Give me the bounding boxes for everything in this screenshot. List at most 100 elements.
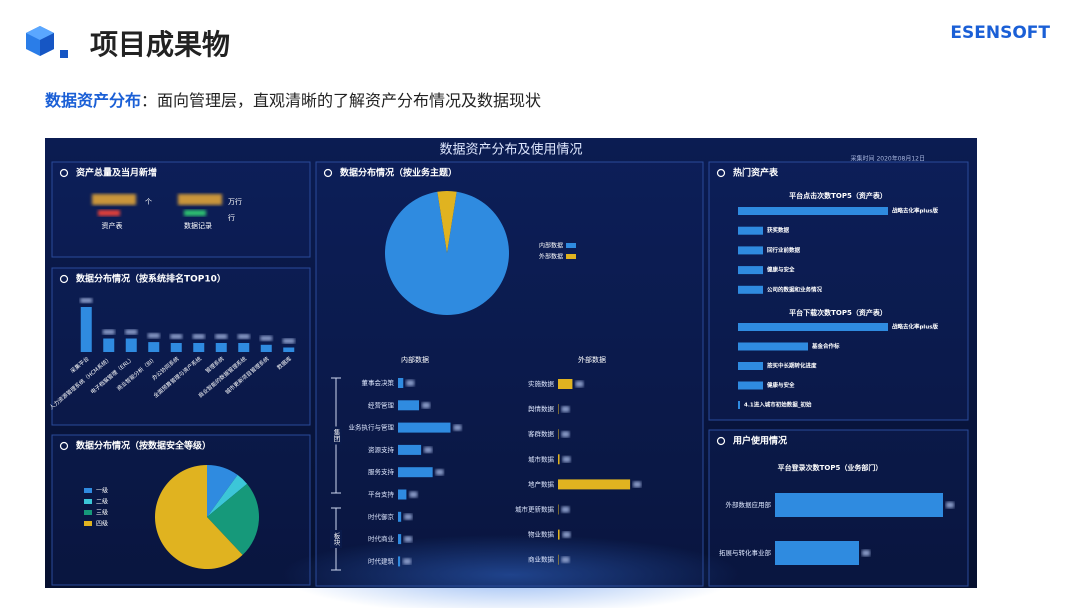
bar xyxy=(398,400,419,411)
legend-label: 三级 xyxy=(96,509,108,517)
section-title: 外部数据 xyxy=(578,355,606,364)
bar xyxy=(398,489,407,500)
blurred-value xyxy=(404,536,413,543)
blurred-value xyxy=(80,298,93,303)
chart-title: 平台点击次数TOP5（资产表） xyxy=(789,191,887,200)
blurred-value xyxy=(282,338,295,344)
bar xyxy=(738,226,763,235)
legend-swatch xyxy=(84,521,92,526)
bar xyxy=(103,338,115,352)
group-label-bg xyxy=(330,530,342,548)
category-label: 拓展与转化事业部 xyxy=(719,548,772,557)
category-label: 城市数据 xyxy=(528,454,555,463)
group-label-bg xyxy=(330,426,342,445)
bar xyxy=(283,347,295,352)
panel-icon xyxy=(59,274,69,284)
page-title: 项目成果物 xyxy=(90,28,230,61)
pie-slice xyxy=(207,465,238,517)
subtitle: 数据资产分布：面向管理层，直观清晰的了解资产分布情况及数据现状 xyxy=(45,91,541,110)
bar xyxy=(558,554,559,565)
blurred-value xyxy=(178,194,222,205)
pie-slice xyxy=(154,465,243,570)
total-label: 数据记录 xyxy=(184,221,212,230)
category-label: 资源支持 xyxy=(368,445,395,454)
blurred-value xyxy=(562,456,571,463)
blurred-value xyxy=(561,406,570,413)
blurred-delta xyxy=(184,210,206,216)
bar xyxy=(738,342,808,351)
blurred-value xyxy=(435,469,444,476)
blurred-value xyxy=(406,380,415,386)
blurred-value xyxy=(633,481,642,488)
category-label: 时代商业 xyxy=(368,534,395,543)
blurred-value xyxy=(92,194,136,205)
bar xyxy=(558,529,560,540)
panel-icon xyxy=(716,168,726,178)
category-label: 健康与安全 xyxy=(767,266,795,274)
bar xyxy=(398,556,401,567)
category-label: 地产数据 xyxy=(528,479,555,488)
blurred-value xyxy=(453,424,462,431)
category-label: 获奖数据 xyxy=(767,226,790,234)
bar xyxy=(558,404,559,415)
panel-title: 资产总量及当月新增 xyxy=(76,167,157,179)
bar xyxy=(398,467,433,478)
bar xyxy=(80,307,92,352)
pie-slice xyxy=(437,190,457,253)
category-label: 时代建筑 xyxy=(368,556,395,565)
legend-label: 二级 xyxy=(96,498,108,506)
bar xyxy=(148,342,160,352)
blurred-value xyxy=(575,381,584,387)
bar xyxy=(738,285,763,294)
category-label: 平台支持 xyxy=(368,490,395,499)
category-label: 董事会决策 xyxy=(362,378,395,387)
bar xyxy=(738,362,763,370)
panel-icon xyxy=(59,168,69,178)
dashboard-title: 数据资产分布及使用情况 xyxy=(439,142,582,158)
category-label: 按买中长期转化进度 xyxy=(767,362,817,370)
legend-label: 外部数据 xyxy=(539,253,563,261)
panel-title: 数据分布情况（按系统排名TOP10） xyxy=(76,273,226,285)
legend-label: 四级 xyxy=(96,520,108,528)
pie-slice xyxy=(207,474,248,517)
bar xyxy=(738,207,888,215)
category-label: 外部数据应用部 xyxy=(726,500,772,509)
legend-swatch xyxy=(84,510,92,515)
blurred-value xyxy=(404,513,413,520)
group-label: 集团 xyxy=(332,428,340,444)
category-label: 基金合作标 xyxy=(811,342,840,350)
blurred-value xyxy=(125,329,138,335)
bar xyxy=(260,344,272,352)
category-label: 客群数据 xyxy=(528,429,555,438)
timestamp: 采集时间 2020年08月12日 xyxy=(851,155,925,163)
blurred-value xyxy=(862,550,870,556)
panel-title: 数据分布情况（按数据安全等级） xyxy=(76,440,211,452)
category-label: 实施数据 xyxy=(528,379,555,388)
bar xyxy=(398,534,402,545)
blurred-value xyxy=(422,402,430,409)
legend-swatch xyxy=(566,243,576,248)
category-label: 物业数据 xyxy=(528,530,555,539)
category-label: 经营管理 xyxy=(368,400,395,409)
blurred-value xyxy=(403,558,412,565)
panel-icon xyxy=(59,441,69,451)
category-label: 舆情数据 xyxy=(528,404,555,413)
bar xyxy=(558,454,560,465)
blurred-value xyxy=(170,334,183,339)
category-label: 商业数据 xyxy=(528,555,555,564)
total-unit: 万行 xyxy=(228,197,242,206)
chart-title: 平台登录次数TOP5（业务部门） xyxy=(778,463,883,472)
bar xyxy=(398,511,402,522)
bar xyxy=(398,444,422,455)
bar xyxy=(398,378,404,388)
legend-swatch xyxy=(84,488,92,493)
pie-slice xyxy=(384,191,509,315)
blurred-value xyxy=(562,531,571,538)
bar xyxy=(558,504,559,515)
category-label: 公司的数据和业务情况 xyxy=(767,285,823,293)
glow xyxy=(281,535,741,608)
panel-icon xyxy=(323,168,333,178)
